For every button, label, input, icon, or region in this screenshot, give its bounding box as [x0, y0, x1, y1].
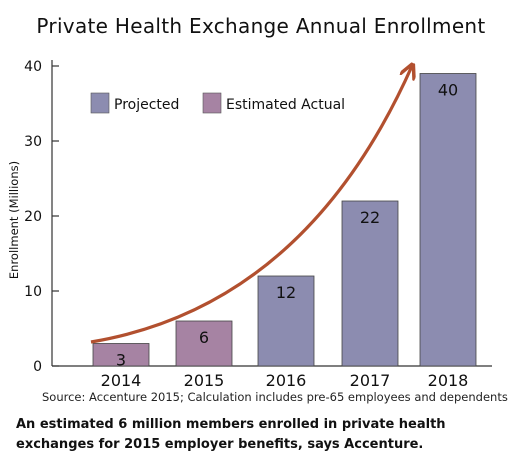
data-labels: 3 6 12 22 40	[116, 81, 458, 370]
legend-swatch	[90, 92, 110, 114]
y-tick-label: 30	[24, 134, 42, 150]
bar-2015	[175, 320, 233, 367]
data-label-2015: 6	[199, 328, 209, 347]
y-tick-label: 40	[24, 59, 42, 75]
legend-label: Estimated Actual	[226, 97, 345, 113]
x-tick-label: 2016	[266, 371, 307, 390]
legend: Projected Estimated Actual	[90, 92, 345, 114]
bar-2014	[92, 343, 150, 367]
x-tick-label: 2015	[184, 371, 225, 390]
data-label-2016: 12	[276, 283, 296, 302]
legend-swatch	[202, 92, 222, 114]
x-tick-label: 2017	[350, 371, 391, 390]
bar-2016	[257, 275, 315, 367]
y-tick-label: 0	[33, 359, 42, 375]
data-label-2014: 3	[116, 351, 126, 370]
caption: An estimated 6 million members enrolled …	[16, 417, 446, 452]
chart-title: Private Health Exchange Annual Enrollmen…	[36, 14, 486, 38]
bars	[92, 73, 477, 367]
y-tick-label: 20	[24, 209, 42, 225]
y-tick-label: 10	[24, 284, 42, 300]
bar-2017	[341, 200, 399, 367]
legend-label: Projected	[114, 97, 179, 113]
bar-chart: 0 10 20 30 40 2014 2015 2016 2017 2018 3 6 12 22 40 P…	[7, 59, 492, 390]
source-note: Source: Accenture 2015; Calculation incl…	[42, 390, 508, 404]
x-tick-label: 2014	[101, 371, 142, 390]
trend-arrow	[90, 66, 412, 344]
bar-2018	[419, 73, 477, 367]
data-label-2017: 22	[360, 208, 380, 227]
y-axis-label: Enrollment (Millions)	[7, 161, 21, 279]
data-label-2018: 40	[438, 81, 458, 100]
x-tick-label: 2018	[428, 371, 469, 390]
